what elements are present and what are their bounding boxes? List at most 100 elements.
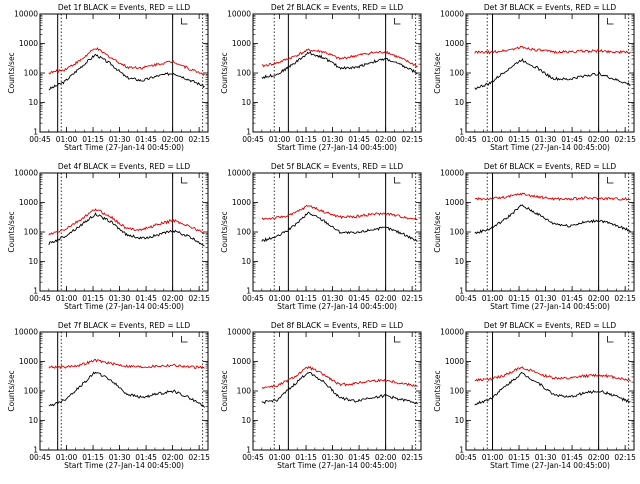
- panel-5-bracket: [394, 177, 401, 184]
- panel-3-series-events: [474, 58, 631, 91]
- panel-6-title: Det 6f BLACK = Events, RED = LLD: [484, 162, 617, 171]
- panel-2-xtick-label: 01:30: [322, 135, 344, 144]
- panel-1-ytick-label: 1: [33, 128, 38, 137]
- panel-9-ytick-label: 1: [459, 446, 464, 455]
- panel-7-frame: [39, 331, 209, 451]
- panel-2-ytick-label: 10: [241, 98, 251, 107]
- panel-5-ytick-label: 10: [241, 257, 251, 266]
- panel-6-xtick-label: 02:00: [588, 294, 610, 303]
- panel-7-bracket: [181, 336, 188, 343]
- panel-5-ytick-label: 100: [237, 228, 252, 237]
- panel-3-xtick-label: 01:45: [561, 135, 583, 144]
- panel-6-series-events: [474, 204, 631, 235]
- panel-6-ytick-label: 1000: [445, 198, 464, 207]
- panel-6-xtick-label: 01:30: [535, 294, 557, 303]
- panel-3-xtick-label: 01:30: [535, 135, 557, 144]
- panel-1-ylabel: Counts/sec: [7, 52, 16, 93]
- panel-5-xtick-label: 01:00: [269, 294, 291, 303]
- panel-2-frame: [252, 13, 422, 133]
- panel-8-xlabel: Start Time (27-Jan-14 00:45:00): [277, 461, 397, 470]
- panel-5-series-lld: [261, 204, 418, 221]
- panel-5-ylabel: Counts/sec: [220, 211, 229, 252]
- panel-6-xtick-label: 01:00: [482, 294, 504, 303]
- panel-7-xtick-label: 00:45: [29, 453, 51, 462]
- panel-4-xtick-label: 00:45: [29, 294, 51, 303]
- panel-8-xtick-label: 01:45: [348, 453, 370, 462]
- panel-6-xtick-label: 02:15: [614, 294, 636, 303]
- panel-9-ytick-label: 10000: [440, 328, 464, 337]
- panel-5-xlabel: Start Time (27-Jan-14 00:45:00): [277, 302, 397, 311]
- panel-9-xtick-label: 01:15: [508, 453, 530, 462]
- panel-7-series-lld: [48, 359, 205, 370]
- panel-3-ytick-label: 10: [454, 98, 464, 107]
- panel-6-ytick-label: 10000: [440, 169, 464, 178]
- panel-8-ylabel: Counts/sec: [220, 370, 229, 411]
- panel-1-xtick-label: 02:00: [162, 135, 184, 144]
- panel-5-ytick-label: 1000: [232, 198, 251, 207]
- panel-9-bracket: [607, 336, 614, 343]
- panel-5-xtick-label: 01:15: [295, 294, 317, 303]
- panel-8-xtick-label: 02:00: [375, 453, 397, 462]
- panel-5-xtick-label: 02:00: [375, 294, 397, 303]
- panel-9-xtick-label: 02:00: [588, 453, 610, 462]
- panel-9-series-events: [474, 371, 631, 406]
- panel-4-ylabel: Counts/sec: [7, 211, 16, 252]
- panel-6-series-lld: [474, 192, 631, 202]
- panel-1-ytick-label: 10: [28, 98, 38, 107]
- panel-4-ytick-label: 1: [33, 287, 38, 296]
- panel-3-ytick-label: 1000: [445, 39, 464, 48]
- panel-5-frame: [252, 172, 422, 292]
- panel-2-xtick-label: 01:15: [295, 135, 317, 144]
- panel-7-series-events: [48, 371, 205, 408]
- panel-3-ylabel: Counts/sec: [433, 52, 442, 93]
- panel-4-xtick-label: 01:45: [135, 294, 157, 303]
- panel-5-xtick-label: 02:15: [401, 294, 423, 303]
- panel-4-ytick-label: 10: [28, 257, 38, 266]
- panel-6-xtick-label: 00:45: [455, 294, 477, 303]
- panel-5-xtick-label: 01:45: [348, 294, 370, 303]
- panel-2-xtick-label: 01:00: [269, 135, 291, 144]
- panel-7-ytick-label: 1: [33, 446, 38, 455]
- panel-1-xtick-label: 01:15: [82, 135, 104, 144]
- panel-9-ytick-label: 100: [450, 387, 465, 396]
- panel-7-ytick-label: 10: [28, 416, 38, 425]
- panel-4-title: Det 4f BLACK = Events, RED = LLD: [58, 162, 191, 171]
- panel-8-xtick-label: 01:00: [269, 453, 291, 462]
- panel-7-xtick-label: 01:45: [135, 453, 157, 462]
- panel-5-ytick-label: 10000: [227, 169, 251, 178]
- panel-8-xtick-label: 01:30: [322, 453, 344, 462]
- panel-7-ytick-label: 10000: [14, 328, 38, 337]
- panel-6-ytick-label: 10: [454, 257, 464, 266]
- panel-5-title: Det 5f BLACK = Events, RED = LLD: [271, 162, 404, 171]
- panel-3-ytick-label: 1: [459, 128, 464, 137]
- panel-8-series-lld: [261, 366, 418, 390]
- panel-9-xtick-label: 01:00: [482, 453, 504, 462]
- panel-4-xtick-label: 01:15: [82, 294, 104, 303]
- panel-1-ytick-label: 10000: [14, 10, 38, 19]
- panel-1-bracket: [181, 18, 188, 25]
- panel-4-xtick-label: 01:30: [109, 294, 131, 303]
- panel-5-ytick-label: 1: [246, 287, 251, 296]
- panel-3-bracket: [607, 18, 614, 25]
- panel-3-series-lld: [474, 45, 631, 55]
- panel-4-bracket: [181, 177, 188, 184]
- panel-8-ytick-label: 1000: [232, 357, 251, 366]
- panel-9-xtick-label: 01:30: [535, 453, 557, 462]
- panel-7-ytick-label: 100: [24, 387, 39, 396]
- panel-2-xtick-label: 02:00: [375, 135, 397, 144]
- panel-8-frame: [252, 331, 422, 451]
- panel-4-xtick-label: 02:00: [162, 294, 184, 303]
- panel-1-xlabel: Start Time (27-Jan-14 00:45:00): [64, 143, 184, 152]
- panel-2-series-lld: [261, 48, 418, 68]
- panel-4-xlabel: Start Time (27-Jan-14 00:45:00): [64, 302, 184, 311]
- panel-7-xtick-label: 01:00: [56, 453, 78, 462]
- panel-1-xtick-label: 01:00: [56, 135, 78, 144]
- panel-5-xtick-label: 00:45: [242, 294, 264, 303]
- panel-4-ytick-label: 1000: [19, 198, 38, 207]
- panel-4-series-lld: [48, 208, 205, 236]
- panel-9-ytick-label: 10: [454, 416, 464, 425]
- panel-4-xtick-label: 01:00: [56, 294, 78, 303]
- panel-2-ytick-label: 1: [246, 128, 251, 137]
- panel-7-xtick-label: 01:30: [109, 453, 131, 462]
- panel-8-xtick-label: 00:45: [242, 453, 264, 462]
